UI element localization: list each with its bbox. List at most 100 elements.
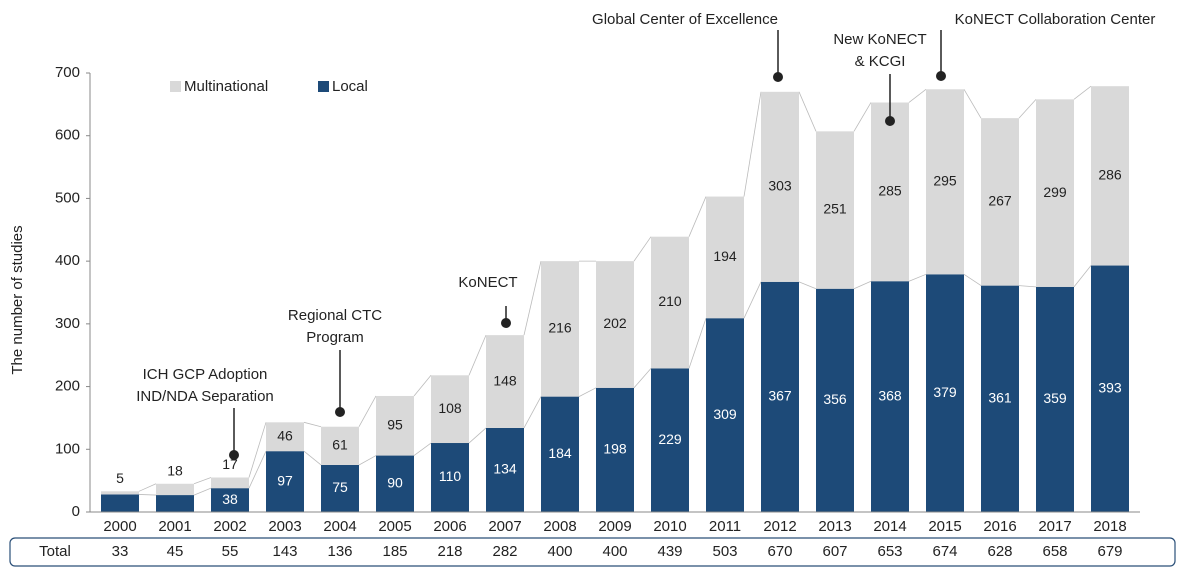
x-tick-label: 2017: [1038, 518, 1071, 535]
value-label: 108: [438, 400, 462, 416]
bar-segment: [871, 281, 909, 512]
value-label: 148: [493, 372, 517, 388]
connector: [193, 487, 212, 496]
y-axis-label: The number of studies: [9, 225, 26, 374]
connector: [193, 477, 212, 485]
total-value: 45: [167, 543, 184, 560]
total-value: 670: [767, 543, 792, 560]
bar-segment: [926, 274, 964, 512]
value-label: 198: [603, 441, 627, 457]
total-value: 439: [657, 543, 682, 560]
bar-segment: [431, 443, 469, 512]
connector: [303, 450, 322, 466]
value-label: 393: [1098, 379, 1122, 395]
connector: [633, 368, 652, 389]
bar-segment: [761, 91, 799, 282]
annotation-dot: [936, 71, 946, 81]
connector: [688, 318, 707, 369]
total-value: 628: [987, 543, 1012, 560]
value-label: 216: [548, 320, 572, 336]
x-tick-label: 2018: [1093, 518, 1126, 535]
x-tick-label: 2006: [433, 518, 466, 535]
connector: [248, 422, 267, 478]
bar-segment: [541, 261, 579, 397]
bar-segment: [101, 494, 139, 512]
connector: [908, 88, 927, 103]
x-tick-label: 2010: [653, 518, 686, 535]
legend-swatch: [170, 81, 181, 92]
connector: [1073, 85, 1092, 100]
connector: [743, 91, 762, 197]
total-value: 607: [822, 543, 847, 560]
annotation-text: Program: [306, 329, 364, 346]
connector: [853, 280, 872, 290]
x-tick-label: 2003: [268, 518, 301, 535]
connector: [743, 281, 762, 319]
bar-segment: [1091, 265, 1129, 512]
connector: [578, 387, 597, 397]
bar-segment: [101, 491, 139, 495]
total-value: 218: [437, 543, 462, 560]
y-tick-label: 600: [55, 127, 80, 144]
connector: [688, 196, 707, 237]
bar-segment: [651, 236, 689, 369]
x-tick-label: 2000: [103, 518, 136, 535]
value-label: 5: [116, 470, 124, 486]
bar-segment: [486, 427, 524, 512]
total-value: 674: [932, 543, 957, 560]
x-tick-label: 2015: [928, 518, 961, 535]
bar-segment: [486, 335, 524, 428]
y-tick-label: 300: [55, 315, 80, 332]
total-value: 33: [112, 543, 129, 560]
value-label: 210: [658, 293, 682, 309]
value-label: 202: [603, 315, 627, 331]
x-tick-label: 2016: [983, 518, 1016, 535]
value-label: 17: [222, 456, 238, 472]
total-value: 185: [382, 543, 407, 560]
bar-segment: [321, 464, 359, 512]
annotation-text: KoNECT: [458, 274, 517, 291]
value-label: 97: [277, 472, 293, 488]
totals-box: [9, 537, 1176, 567]
bar-segment: [376, 455, 414, 512]
bar-segment: [156, 483, 194, 496]
total-value: 503: [712, 543, 737, 560]
connector: [358, 395, 377, 427]
value-label: 379: [933, 384, 957, 400]
x-tick-label: 2011: [709, 518, 741, 535]
x-tick-label: 2012: [763, 518, 796, 535]
connector: [853, 102, 872, 132]
bar-segment: [871, 102, 909, 282]
connector: [468, 427, 487, 444]
bar-segment: [816, 288, 854, 512]
connector: [963, 273, 982, 286]
value-label: 356: [823, 391, 847, 407]
value-label: 361: [988, 390, 1012, 406]
value-label: 18: [167, 462, 183, 478]
value-label: 295: [933, 173, 957, 189]
bar-segment: [1036, 286, 1074, 512]
bar-segment: [266, 422, 304, 452]
connector: [633, 236, 652, 262]
connector: [1073, 265, 1092, 288]
totals-label: Total: [39, 543, 71, 560]
total-value: 136: [327, 543, 352, 560]
bar-segment: [156, 495, 194, 512]
value-label: 134: [493, 461, 517, 477]
x-tick-label: 2005: [378, 518, 411, 535]
connector: [963, 89, 982, 119]
value-label: 303: [768, 178, 792, 194]
x-tick-label: 2009: [598, 518, 631, 535]
total-value: 658: [1042, 543, 1067, 560]
connector: [798, 91, 817, 132]
value-label: 299: [1043, 184, 1067, 200]
total-value: 55: [222, 543, 239, 560]
value-label: 184: [548, 445, 572, 461]
bar-segment: [596, 387, 634, 512]
bar-segment: [651, 368, 689, 512]
connector: [1018, 99, 1037, 119]
bar-segment: [321, 426, 359, 465]
bar-segment: [1036, 99, 1074, 287]
annotation-dot: [885, 116, 895, 126]
